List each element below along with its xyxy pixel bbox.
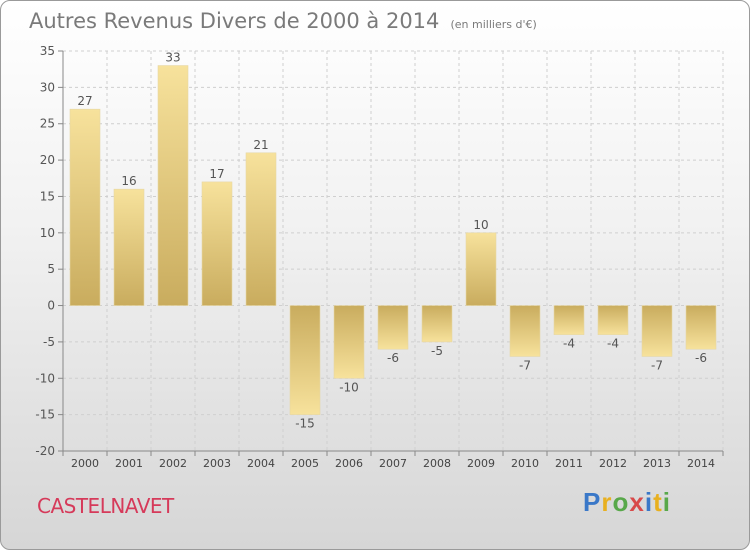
y-tick-label: 25 bbox=[40, 117, 55, 131]
x-tick-label-2010: 2010 bbox=[511, 457, 539, 470]
y-tick-label: 10 bbox=[40, 226, 55, 240]
chart-title: Autres Revenus Divers de 2000 à 2014 (en… bbox=[29, 9, 537, 33]
bar-2000 bbox=[69, 108, 101, 306]
brand-letter: o bbox=[612, 487, 630, 517]
y-tick-label: -15 bbox=[35, 408, 55, 422]
bar-2007 bbox=[377, 305, 409, 350]
y-tick-label: 0 bbox=[47, 299, 55, 313]
y-tick-label: -10 bbox=[35, 371, 55, 385]
bar-value-label-2012: -4 bbox=[607, 337, 619, 351]
y-tick-label: 5 bbox=[47, 262, 55, 276]
x-tick-label-2009: 2009 bbox=[467, 457, 495, 470]
bar-2009 bbox=[465, 232, 497, 306]
bar-value-label-2006: -10 bbox=[339, 380, 359, 394]
bar-value-label-2008: -5 bbox=[431, 344, 443, 358]
bar-value-label-2013: -7 bbox=[651, 358, 663, 372]
x-tick-label-2014: 2014 bbox=[687, 457, 715, 470]
x-tick-label-2007: 2007 bbox=[379, 457, 407, 470]
bar-2005 bbox=[289, 305, 321, 415]
x-tick-label-2002: 2002 bbox=[159, 457, 187, 470]
bar-value-label-2003: 17 bbox=[209, 167, 224, 181]
brand-letter: r bbox=[601, 487, 613, 517]
x-tick-label-2006: 2006 bbox=[335, 457, 363, 470]
brand-letter: x bbox=[629, 487, 645, 517]
x-tick-label-2001: 2001 bbox=[115, 457, 143, 470]
bar-value-label-2002: 33 bbox=[165, 51, 180, 65]
y-tick-label: 30 bbox=[40, 80, 55, 94]
bar-2014 bbox=[685, 305, 717, 350]
bar-2006 bbox=[333, 305, 365, 379]
chart-title-unit: (en milliers d'€) bbox=[450, 18, 537, 31]
bar-value-label-2010: -7 bbox=[519, 358, 531, 372]
bar-2013 bbox=[641, 305, 673, 357]
bar-value-label-2014: -6 bbox=[695, 351, 707, 365]
bar-2004 bbox=[245, 152, 277, 306]
bar-2002 bbox=[157, 65, 189, 306]
x-tick-label-2000: 2000 bbox=[71, 457, 99, 470]
bar-value-label-2001: 16 bbox=[121, 174, 136, 188]
x-tick-label-2004: 2004 bbox=[247, 457, 275, 470]
y-tick-label: 35 bbox=[40, 44, 55, 58]
x-tick-label-2008: 2008 bbox=[423, 457, 451, 470]
x-tick-label-2011: 2011 bbox=[555, 457, 583, 470]
y-tick-label: -5 bbox=[43, 335, 55, 349]
town-name: CASTELNAVET bbox=[37, 494, 174, 518]
bar-value-label-2004: 21 bbox=[253, 138, 268, 152]
brand-letter: P bbox=[583, 487, 602, 517]
x-tick-label-2003: 2003 bbox=[203, 457, 231, 470]
x-tick-label-2005: 2005 bbox=[291, 457, 319, 470]
bar-2011 bbox=[553, 305, 585, 335]
bar-2008 bbox=[421, 305, 453, 343]
bar-value-label-2007: -6 bbox=[387, 351, 399, 365]
bar-value-label-2005: -15 bbox=[295, 417, 315, 431]
x-tick-label-2013: 2013 bbox=[643, 457, 671, 470]
bar-2001 bbox=[113, 188, 145, 306]
brand-letter: i bbox=[662, 487, 671, 517]
brand-letter: t bbox=[653, 487, 663, 517]
chart-title-main: Autres Revenus Divers de 2000 à 2014 bbox=[29, 9, 440, 33]
bar-2012 bbox=[597, 305, 629, 335]
bar-value-label-2011: -4 bbox=[563, 337, 575, 351]
bar-2003 bbox=[201, 181, 233, 306]
brand-letter: i bbox=[644, 487, 654, 517]
y-tick-label: 15 bbox=[40, 189, 55, 203]
y-tick-label: -20 bbox=[35, 444, 55, 458]
bar-2010 bbox=[509, 305, 541, 357]
bar-value-label-2009: 10 bbox=[473, 218, 488, 232]
bar-value-label-2000: 27 bbox=[77, 94, 92, 108]
x-tick-label-2012: 2012 bbox=[599, 457, 627, 470]
proxiti-logo[interactable]: Proxiti bbox=[583, 487, 671, 518]
y-tick-label: 20 bbox=[40, 153, 55, 167]
